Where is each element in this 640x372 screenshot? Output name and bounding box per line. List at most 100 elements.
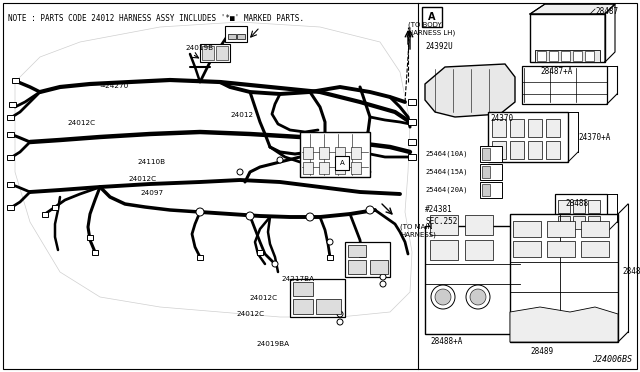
Text: 28489: 28489: [530, 347, 553, 356]
Bar: [549, 51, 558, 61]
Bar: [480, 164, 502, 180]
Circle shape: [306, 213, 314, 221]
Bar: [510, 141, 524, 159]
Bar: [293, 299, 313, 314]
Bar: [300, 132, 370, 177]
Bar: [547, 221, 575, 237]
Text: 24012C: 24012C: [237, 311, 265, 317]
Bar: [327, 254, 333, 260]
Circle shape: [246, 212, 254, 220]
Bar: [513, 221, 541, 237]
Bar: [480, 182, 502, 198]
Text: SEC.252: SEC.252: [425, 218, 458, 227]
Bar: [573, 200, 585, 213]
Bar: [555, 194, 607, 232]
Bar: [581, 241, 609, 257]
Bar: [348, 260, 366, 274]
Circle shape: [337, 311, 343, 317]
Bar: [359, 251, 365, 257]
Circle shape: [366, 206, 374, 214]
Bar: [6, 115, 13, 119]
Bar: [561, 51, 570, 61]
Bar: [316, 299, 341, 314]
Bar: [225, 26, 247, 42]
Bar: [547, 241, 575, 257]
Bar: [465, 240, 493, 260]
Text: 24110B: 24110B: [138, 159, 166, 165]
Bar: [535, 50, 600, 62]
Bar: [293, 282, 313, 296]
Bar: [303, 162, 313, 174]
Text: 24019B: 24019B: [186, 45, 214, 51]
Bar: [92, 250, 98, 254]
Bar: [510, 214, 618, 342]
Bar: [52, 205, 58, 209]
Bar: [510, 119, 524, 137]
Text: 24012: 24012: [230, 112, 253, 118]
Bar: [42, 212, 48, 217]
Bar: [537, 51, 546, 61]
Bar: [6, 182, 13, 186]
Text: 24019BA: 24019BA: [256, 341, 289, 347]
Bar: [528, 119, 542, 137]
Bar: [319, 162, 329, 174]
Bar: [588, 216, 600, 229]
Text: 24217BA: 24217BA: [282, 276, 315, 282]
Circle shape: [337, 319, 343, 325]
Circle shape: [380, 281, 386, 287]
Bar: [335, 156, 349, 170]
Text: 25464(20A): 25464(20A): [425, 187, 467, 193]
Text: 28487: 28487: [595, 7, 618, 16]
Circle shape: [470, 289, 486, 305]
Bar: [425, 226, 520, 334]
Bar: [87, 234, 93, 240]
Circle shape: [277, 157, 283, 163]
Bar: [335, 147, 345, 159]
Text: A: A: [428, 12, 436, 22]
Bar: [558, 200, 570, 213]
Text: (TO BODY
HARNESS LH): (TO BODY HARNESS LH): [408, 22, 455, 36]
Circle shape: [435, 289, 451, 305]
Bar: [546, 141, 560, 159]
Text: 24097: 24097: [141, 190, 164, 196]
Bar: [585, 51, 594, 61]
Bar: [237, 34, 245, 39]
Bar: [370, 260, 388, 274]
Bar: [197, 254, 203, 260]
Bar: [422, 7, 442, 27]
Bar: [228, 34, 236, 39]
Bar: [319, 147, 329, 159]
Bar: [492, 119, 506, 137]
Polygon shape: [530, 4, 615, 14]
Circle shape: [237, 169, 243, 175]
Circle shape: [431, 285, 455, 309]
Text: 24012C: 24012C: [67, 120, 95, 126]
Bar: [408, 154, 416, 160]
Bar: [6, 205, 13, 209]
Bar: [335, 162, 345, 174]
Circle shape: [466, 285, 490, 309]
Bar: [303, 147, 313, 159]
Bar: [546, 119, 560, 137]
Bar: [200, 44, 230, 62]
Bar: [482, 184, 490, 196]
Text: 25464(10A): 25464(10A): [425, 151, 467, 157]
Text: 28488+A: 28488+A: [430, 337, 462, 346]
Bar: [588, 200, 600, 213]
Text: 28488: 28488: [565, 199, 588, 208]
Text: NOTE : PARTS CODE 24012 HARNESS ASSY INCLUDES '*■' MARKED PARTS.: NOTE : PARTS CODE 24012 HARNESS ASSY INC…: [8, 14, 304, 23]
Bar: [488, 112, 568, 162]
Bar: [530, 14, 605, 62]
Text: 28489+A: 28489+A: [622, 267, 640, 276]
Text: 24012C: 24012C: [250, 295, 278, 301]
Bar: [202, 46, 214, 60]
Bar: [351, 147, 361, 159]
Bar: [345, 242, 390, 277]
Circle shape: [196, 208, 204, 216]
Bar: [408, 119, 416, 125]
Text: (TO MAIN
HARNESS): (TO MAIN HARNESS): [400, 224, 436, 238]
Text: 24370+A: 24370+A: [578, 132, 611, 141]
Bar: [348, 245, 366, 257]
Text: ≈24270: ≈24270: [99, 83, 129, 89]
Bar: [290, 279, 345, 317]
